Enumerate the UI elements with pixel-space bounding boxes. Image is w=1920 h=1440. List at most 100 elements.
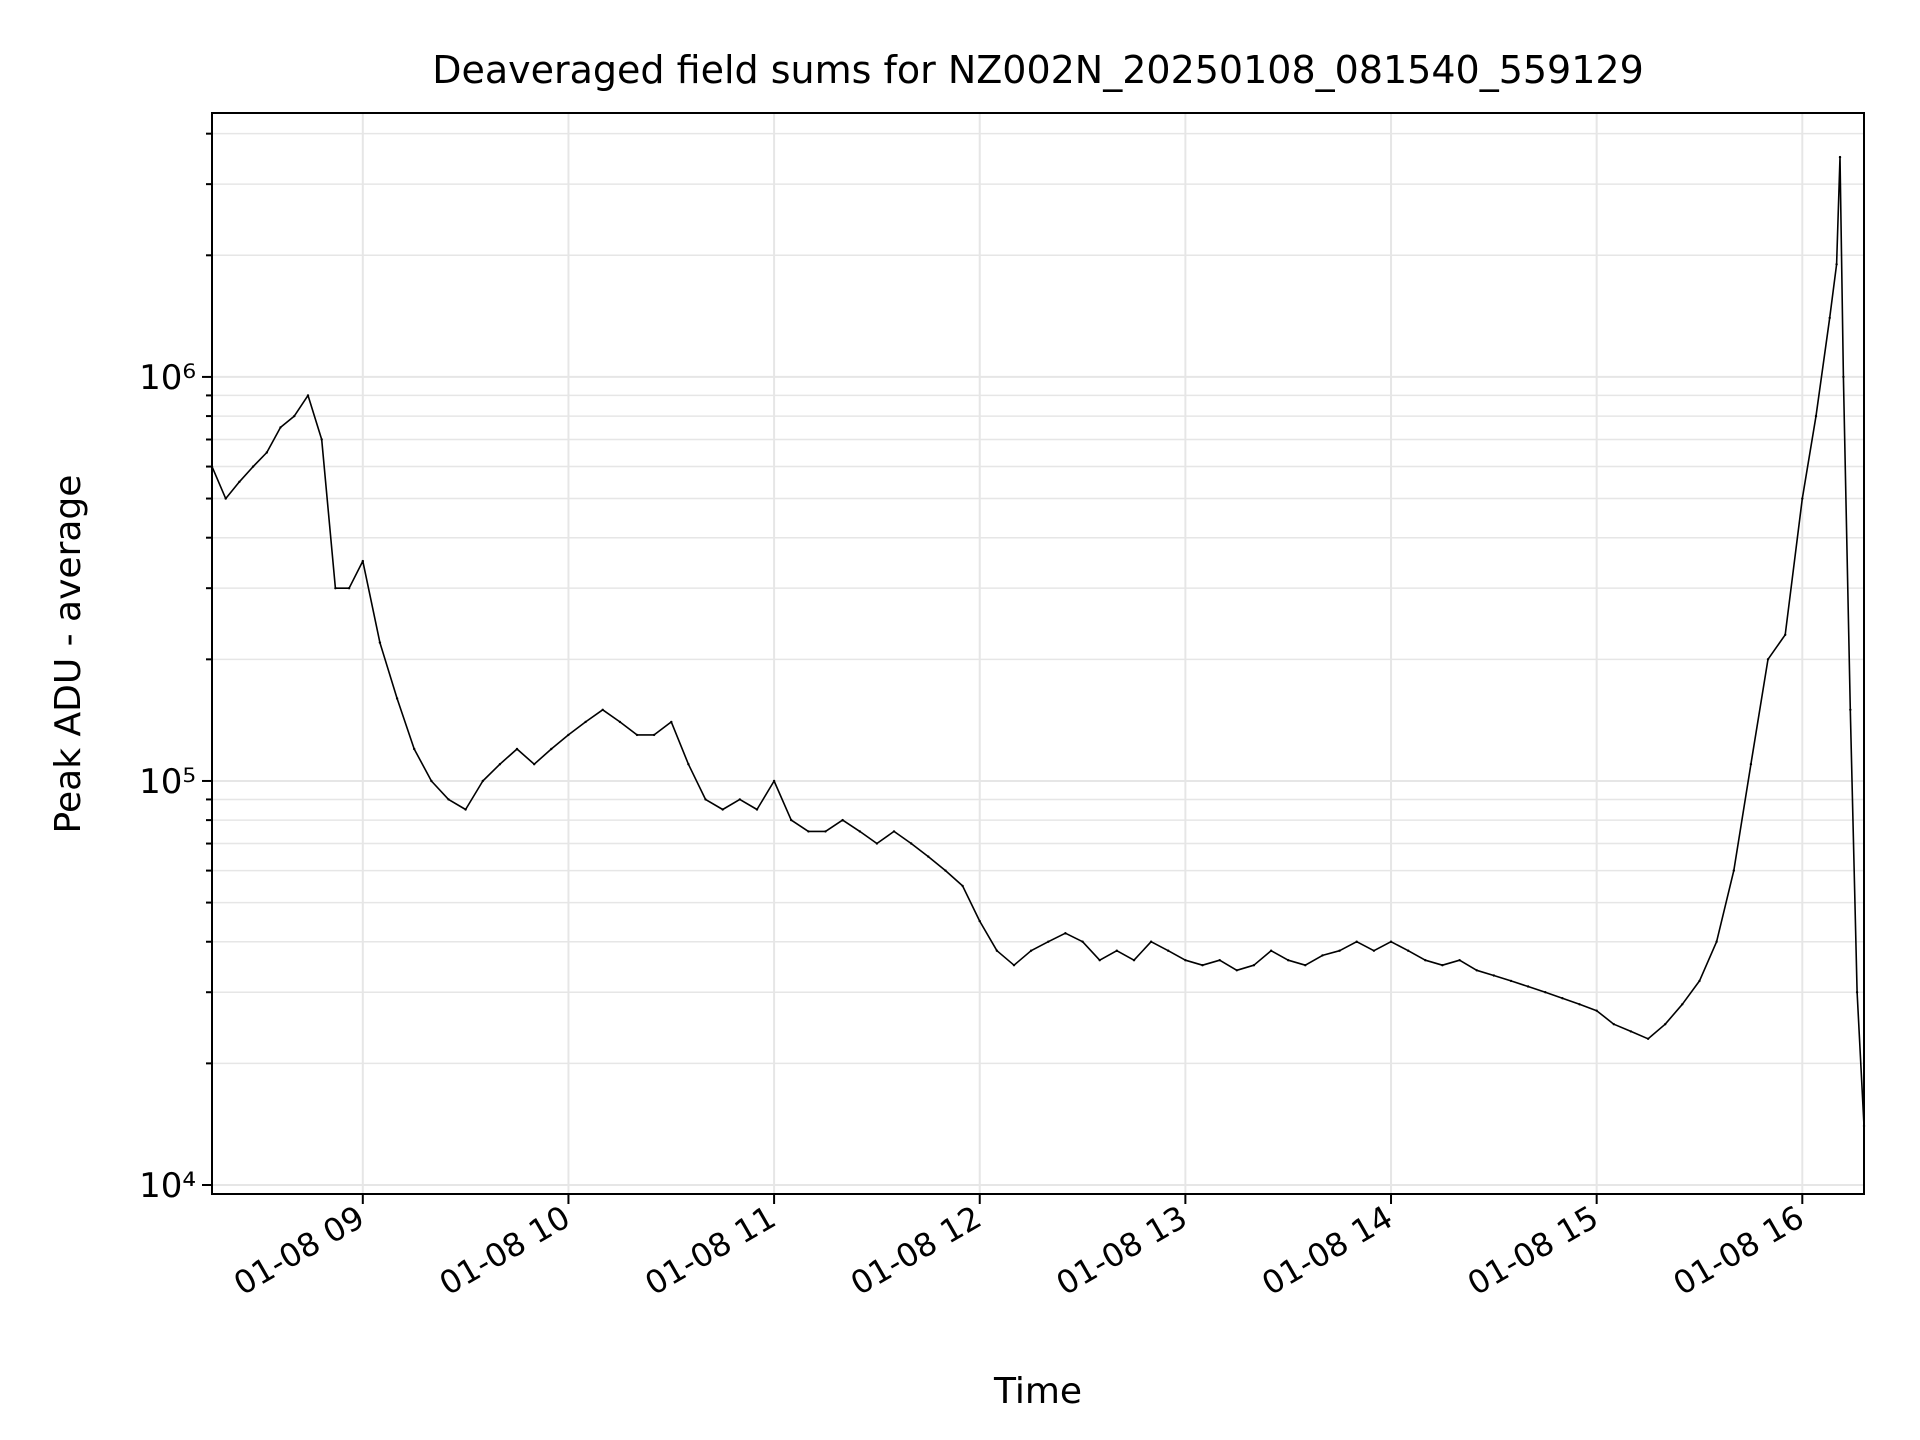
data-point <box>1509 979 1513 983</box>
data-point <box>306 394 310 397</box>
data-point <box>1715 940 1718 943</box>
data-point <box>790 818 793 822</box>
data-point <box>279 426 282 429</box>
y-tick-label: 10⁵ <box>139 762 196 802</box>
data-point <box>601 708 604 711</box>
data-point <box>1012 964 1016 967</box>
data-point <box>1681 1003 1684 1006</box>
data-point <box>1595 1009 1598 1012</box>
data-point <box>807 830 810 833</box>
data-point <box>704 798 707 801</box>
data-point <box>1372 949 1376 952</box>
data-point <box>1749 763 1753 766</box>
data-point <box>1184 959 1187 962</box>
chart-title: Deaveraged field sums for NZ002N_2025010… <box>432 48 1644 92</box>
data-point <box>447 798 450 801</box>
data-point <box>1842 375 1845 379</box>
data-point <box>1698 979 1701 983</box>
data-point <box>618 720 622 724</box>
data-point <box>1098 959 1101 962</box>
data-point <box>1855 991 1859 994</box>
data-point <box>1115 949 1119 952</box>
data-point <box>1269 949 1273 952</box>
x-axis-label: Time <box>993 1371 1082 1412</box>
data-point <box>1407 949 1410 952</box>
series-layer <box>210 155 1866 1128</box>
y-tick-label: 10⁶ <box>139 358 196 398</box>
data-point <box>1578 1003 1581 1006</box>
data-point <box>1612 1022 1616 1026</box>
series-line <box>211 156 1865 1127</box>
data-point <box>738 798 741 801</box>
data-point <box>1235 969 1239 972</box>
data-point <box>1287 959 1290 962</box>
data-point <box>1646 1037 1650 1041</box>
data-point <box>824 830 827 833</box>
data-point <box>1149 940 1153 943</box>
data-point <box>927 855 930 858</box>
data-point <box>1835 263 1838 266</box>
data-point <box>550 747 553 751</box>
data-point <box>1338 949 1341 952</box>
data-point <box>265 451 268 454</box>
data-point <box>1732 869 1736 872</box>
data-point <box>293 414 296 418</box>
data-point <box>1321 954 1324 957</box>
data-point <box>224 497 227 500</box>
data-point <box>1664 1022 1667 1026</box>
data-point <box>1475 969 1478 972</box>
data-point <box>1629 1030 1633 1033</box>
data-point <box>361 559 364 563</box>
y-tick-label: 10⁴ <box>139 1166 196 1206</box>
data-point <box>1132 959 1136 962</box>
data-point <box>464 808 467 811</box>
data-point <box>1304 964 1307 967</box>
data-point <box>961 884 964 888</box>
data-point <box>1441 964 1444 967</box>
data-point <box>1064 932 1067 935</box>
data-point <box>1544 991 1547 994</box>
data-point <box>567 733 570 737</box>
data-point <box>1784 633 1787 636</box>
data-point <box>1526 985 1530 988</box>
data-point <box>755 808 759 811</box>
data-point <box>1201 964 1204 967</box>
data-point <box>875 842 879 845</box>
data-point <box>772 779 776 783</box>
data-point <box>910 842 913 845</box>
data-point <box>1561 997 1564 1000</box>
data-point <box>721 808 724 811</box>
data-point <box>1766 658 1770 661</box>
data-point <box>687 763 690 766</box>
data-point <box>858 830 861 833</box>
data-point <box>1047 940 1050 943</box>
data-point <box>378 641 382 644</box>
data-point <box>347 587 351 590</box>
data-point <box>1828 316 1831 320</box>
data-point <box>320 438 323 441</box>
data-point <box>1081 940 1084 943</box>
data-point <box>1029 949 1033 952</box>
data-point <box>892 830 896 833</box>
data-point <box>944 869 947 872</box>
data-point <box>1458 959 1461 962</box>
data-point <box>238 480 241 483</box>
data-point <box>430 779 433 783</box>
data-point <box>1814 414 1818 418</box>
plot-frame <box>211 112 1865 1195</box>
data-point <box>1801 497 1804 500</box>
data-point <box>652 733 656 737</box>
data-point <box>334 587 337 590</box>
data-point <box>670 720 673 724</box>
data-point <box>1849 708 1852 711</box>
data-point <box>498 763 502 766</box>
data-point <box>481 779 484 783</box>
data-point <box>1218 959 1221 962</box>
y-axis-label: Peak ADU - average <box>48 475 89 834</box>
data-point <box>533 763 536 766</box>
data-point <box>1252 964 1256 967</box>
data-point <box>1492 974 1496 977</box>
data-point <box>395 697 399 700</box>
data-point <box>584 720 587 724</box>
